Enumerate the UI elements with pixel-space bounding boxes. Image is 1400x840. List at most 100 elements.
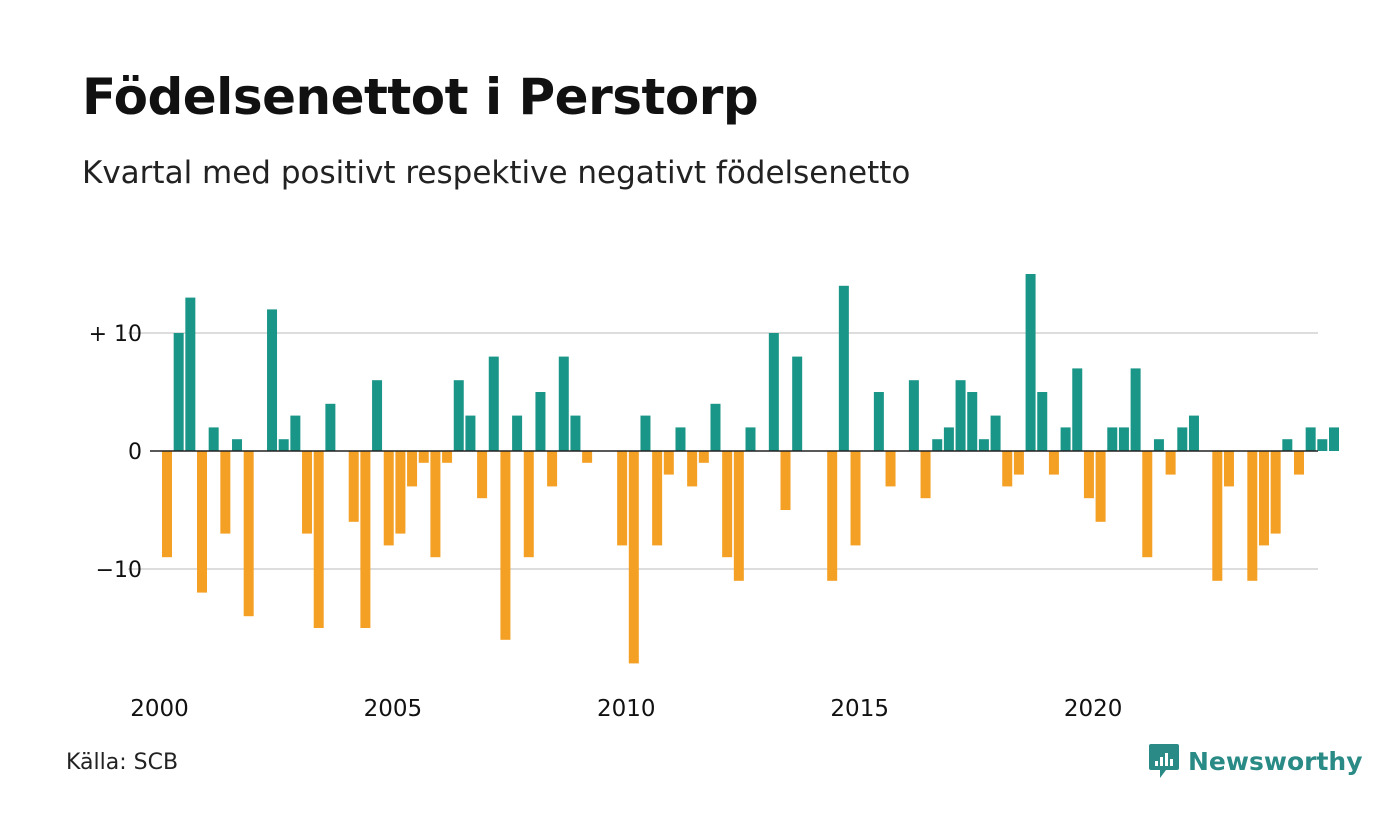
brand-logo[interactable]: Newsworthy — [1148, 742, 1363, 780]
bar — [162, 451, 172, 558]
bar — [512, 415, 523, 451]
bar — [325, 403, 336, 451]
bar — [407, 451, 418, 487]
bar — [418, 451, 429, 463]
bar — [1037, 392, 1048, 451]
bar — [278, 439, 289, 451]
bar — [360, 451, 371, 628]
bar — [733, 451, 744, 581]
bar — [1002, 451, 1013, 487]
gridlines — [128, 332, 1318, 570]
bar — [547, 451, 558, 487]
bar — [1212, 451, 1223, 581]
bar — [920, 451, 931, 499]
bar — [197, 451, 208, 593]
bar — [1060, 427, 1071, 451]
bar — [698, 451, 709, 463]
bar — [768, 333, 779, 451]
bar — [1048, 451, 1059, 475]
bar — [465, 415, 476, 451]
y-tick-label: 0 — [128, 440, 142, 465]
bar — [908, 380, 919, 451]
bars — [162, 274, 1339, 664]
bar — [383, 451, 394, 546]
bar — [932, 439, 943, 451]
bar — [558, 356, 569, 451]
bar — [1165, 451, 1176, 475]
bar — [1025, 274, 1036, 451]
bar — [792, 356, 803, 451]
bar — [1247, 451, 1258, 581]
bar — [652, 451, 663, 546]
bar — [1130, 368, 1141, 451]
bar — [838, 285, 849, 451]
bar — [628, 451, 639, 664]
bar — [430, 451, 441, 558]
bar — [1072, 368, 1083, 451]
bar — [232, 439, 243, 451]
x-tick-label: 2020 — [1064, 696, 1123, 722]
bar — [1083, 451, 1094, 499]
bar — [1305, 427, 1316, 451]
bar — [535, 392, 546, 451]
bar — [1107, 427, 1118, 451]
bar — [395, 451, 406, 534]
y-tick-label: −10 — [96, 558, 142, 583]
bar — [523, 451, 534, 558]
bar — [243, 451, 254, 617]
bar — [943, 427, 954, 451]
bar — [827, 451, 838, 581]
bar — [290, 415, 301, 451]
y-tick-label: + 10 — [89, 322, 142, 347]
bar — [873, 392, 884, 451]
chart-subtitle: Kvartal med positivt respektive negativt… — [82, 155, 911, 191]
axes: + 10 0 −10 2000 2005 2010 2015 2020 — [89, 322, 1318, 722]
bar — [582, 451, 593, 463]
bar — [220, 451, 231, 534]
bar — [302, 451, 313, 534]
bar — [1329, 427, 1339, 451]
x-tick-label: 2010 — [597, 696, 656, 722]
bar — [1293, 451, 1304, 475]
bar — [850, 451, 861, 546]
brand-name: Newsworthy — [1188, 746, 1363, 776]
bar — [722, 451, 733, 558]
bar — [710, 403, 721, 451]
bar — [675, 427, 686, 451]
bar — [442, 451, 453, 463]
bar — [617, 451, 628, 546]
bar — [1118, 427, 1129, 451]
bar — [477, 451, 488, 499]
bar — [1258, 451, 1269, 546]
bar — [1282, 439, 1293, 451]
bar — [885, 451, 896, 487]
bar — [372, 380, 383, 451]
bar — [1188, 415, 1199, 451]
bar — [1095, 451, 1106, 522]
bar — [185, 297, 196, 451]
bar — [780, 451, 791, 510]
bar — [978, 439, 989, 451]
bar — [1317, 439, 1328, 451]
bar — [1153, 439, 1164, 451]
bar — [208, 427, 219, 451]
bar — [453, 380, 464, 451]
x-tick-label: 2015 — [830, 696, 889, 722]
bar — [267, 309, 278, 451]
bar — [1223, 451, 1234, 487]
bar — [348, 451, 359, 522]
bar — [1013, 451, 1024, 475]
bar — [500, 451, 511, 640]
bar — [1177, 427, 1188, 451]
bar — [967, 392, 978, 451]
bar — [173, 333, 184, 451]
bar — [745, 427, 756, 451]
bar — [313, 451, 324, 628]
bar — [687, 451, 698, 487]
bar — [955, 380, 966, 451]
bar — [663, 451, 674, 475]
bar — [570, 415, 581, 451]
x-tick-label: 2005 — [364, 696, 423, 722]
bar — [488, 356, 499, 451]
